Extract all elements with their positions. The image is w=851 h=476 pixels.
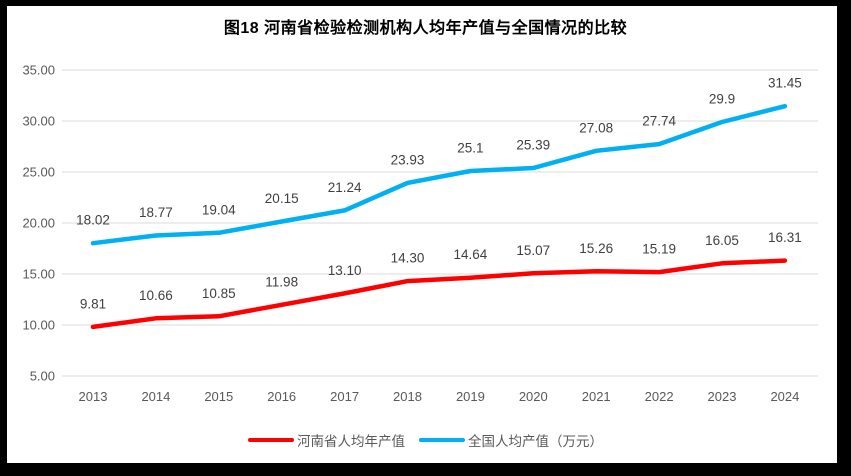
national-data-label: 21.24 [328, 180, 362, 195]
henan-data-label: 15.26 [579, 241, 613, 256]
chart-background [7, 6, 837, 463]
henan-data-label: 14.64 [454, 247, 488, 262]
national-data-label: 25.39 [516, 138, 550, 153]
national-data-label: 18.77 [139, 205, 173, 220]
y-tick-label: 15.00 [22, 267, 55, 282]
henan-data-label: 16.31 [768, 230, 802, 245]
henan-series-line [90, 258, 788, 330]
henan-data-label: 10.85 [202, 286, 236, 301]
national-data-label: 23.93 [391, 152, 425, 167]
y-tick-label: 35.00 [22, 63, 55, 78]
henan-data-label: 13.10 [328, 263, 362, 278]
henan-data-label: 11.98 [265, 274, 298, 289]
x-tick-label: 2018 [393, 389, 422, 404]
legend-item-national: 全国人均产值（万元） [419, 430, 603, 450]
x-tick-label: 2022 [645, 389, 674, 404]
national-data-label: 29.9 [709, 92, 735, 107]
henan-data-label: 10.66 [139, 288, 173, 303]
chart-legend: 河南省人均年产值 全国人均产值（万元） [0, 430, 851, 450]
henan-data-label: 15.19 [642, 242, 676, 257]
chart-title: 图18 河南省检验检测机构人均年产值与全国情况的比较 [223, 20, 628, 37]
national-data-label: 25.1 [457, 141, 483, 156]
x-tick-label: 2020 [519, 389, 548, 404]
x-tick-label: 2023 [708, 389, 737, 404]
henan-data-label: 9.81 [80, 296, 106, 311]
x-tick-label: 2013 [79, 389, 108, 404]
y-tick-label: 5.00 [30, 369, 55, 384]
legend-label-national: 全国人均产值（万元） [468, 434, 603, 449]
henan-data-label: 15.07 [516, 243, 550, 258]
national-series-line [90, 103, 788, 246]
national-data-label: 20.15 [265, 191, 299, 206]
x-tick-label: 2017 [330, 389, 359, 404]
y-tick-label: 30.00 [22, 114, 55, 129]
x-tick-label: 2024 [770, 389, 799, 404]
y-tick-label: 10.00 [22, 318, 55, 333]
legend-swatch-national-line [419, 437, 465, 443]
henan-data-label: 16.05 [705, 233, 739, 248]
x-tick-label: 2016 [267, 389, 296, 404]
x-tick-label: 2019 [456, 389, 485, 404]
national-data-label: 18.02 [76, 213, 110, 228]
national-data-label: 31.45 [768, 76, 802, 91]
national-data-label: 19.04 [202, 202, 236, 217]
x-tick-label: 2015 [204, 389, 233, 404]
y-tick-label: 20.00 [22, 216, 55, 231]
national-data-label: 27.08 [579, 120, 613, 135]
legend-label-henan: 河南省人均年产值 [297, 434, 405, 449]
henan-data-label: 14.30 [391, 251, 425, 266]
x-tick-label: 2021 [582, 389, 611, 404]
y-tick-label: 25.00 [22, 165, 55, 180]
legend-swatch-henan-line [248, 437, 294, 443]
x-tick-label: 2014 [141, 389, 170, 404]
national-data-label: 27.74 [642, 114, 676, 129]
legend-item-henan: 河南省人均年产值 [248, 430, 405, 450]
